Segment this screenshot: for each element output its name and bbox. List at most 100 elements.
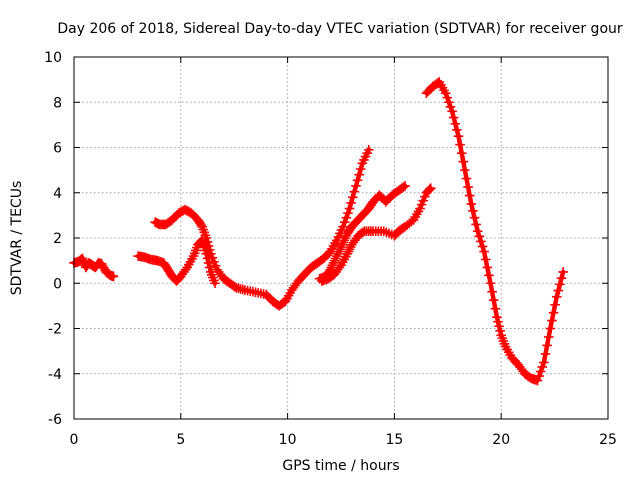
data-point (551, 292, 562, 302)
data-point (210, 260, 221, 271)
data-point (347, 192, 358, 203)
data-point (545, 323, 556, 334)
data-point (424, 184, 435, 195)
data-point (556, 273, 567, 283)
y-axis-title: SDTVAR / TECUs (9, 181, 25, 296)
data-point (447, 106, 457, 117)
data-point (469, 212, 480, 223)
data-series (69, 77, 568, 386)
series-line (152, 147, 372, 309)
data-point (346, 198, 356, 208)
data-point (555, 279, 565, 290)
data-point (358, 227, 368, 238)
data-point (338, 221, 348, 232)
data-point (400, 181, 410, 191)
y-tick-label: 8 (53, 95, 62, 111)
data-point (543, 332, 554, 342)
y-tick-label: -6 (48, 412, 62, 428)
data-point (558, 267, 568, 277)
data-point (463, 182, 473, 192)
data-point (484, 270, 494, 281)
data-point (466, 199, 477, 209)
x-tick-label: 20 (492, 432, 510, 448)
y-tick-label: 4 (53, 186, 62, 202)
data-point (540, 349, 551, 359)
data-point (209, 256, 219, 267)
series-line (424, 79, 566, 383)
data-point (344, 203, 355, 214)
data-point (355, 164, 366, 174)
data-point (479, 246, 489, 257)
data-point (455, 139, 465, 150)
data-point (492, 312, 502, 322)
data-point (351, 181, 361, 191)
data-point (339, 217, 350, 227)
data-point (461, 173, 472, 184)
data-point (493, 316, 503, 327)
data-point (343, 208, 353, 218)
x-tick-label: 25 (599, 432, 617, 448)
data-point (108, 271, 119, 282)
data-point (425, 183, 436, 194)
data-point (464, 190, 475, 201)
data-point (547, 315, 557, 326)
data-point (471, 219, 481, 230)
axis-ticks: 0 5 10 15 20 25 -6 -4 -2 0 2 4 6 8 10 (44, 50, 617, 448)
data-point (490, 303, 501, 314)
data-point (452, 125, 462, 135)
data-point (472, 226, 483, 237)
data-point (203, 258, 214, 268)
data-point (480, 254, 491, 265)
data-point (539, 357, 549, 368)
data-point (210, 278, 220, 289)
data-point (495, 325, 505, 336)
data-point (548, 307, 559, 318)
data-point (202, 237, 213, 247)
data-point (553, 285, 564, 296)
data-point (201, 233, 212, 243)
data-point (204, 245, 215, 255)
data-point (542, 340, 552, 351)
data-point (534, 371, 544, 381)
data-point (442, 92, 453, 103)
data-point (416, 199, 427, 210)
data-point (205, 249, 216, 259)
data-point (444, 97, 454, 108)
data-point (482, 262, 493, 273)
data-point (354, 169, 364, 180)
data-point (468, 206, 478, 216)
chart-title: Day 206 of 2018, Sidereal Day-to-day VTE… (57, 21, 623, 37)
data-point (448, 112, 459, 123)
x-tick-label: 0 (70, 432, 79, 448)
data-point (341, 212, 352, 223)
data-point (550, 299, 560, 310)
data-point (420, 191, 430, 202)
data-point (450, 118, 461, 129)
series-arc-3 (150, 144, 374, 311)
data-point (418, 195, 429, 206)
data-point (458, 156, 469, 167)
data-point (537, 362, 548, 372)
data-point (476, 236, 486, 247)
data-point (474, 231, 485, 242)
data-point (349, 186, 360, 197)
data-point (415, 203, 425, 214)
data-point (445, 101, 456, 112)
data-point (398, 182, 409, 192)
data-point (535, 366, 546, 377)
y-tick-label: 10 (44, 50, 62, 66)
x-axis-title: GPS time / hours (282, 458, 399, 474)
y-tick-label: 0 (53, 276, 62, 292)
y-tick-label: 2 (53, 231, 62, 247)
y-tick-label: 6 (53, 141, 62, 157)
data-point (204, 262, 215, 273)
data-point (485, 278, 496, 289)
data-point (453, 131, 464, 141)
data-point (352, 175, 363, 186)
y-tick-label: -2 (48, 322, 62, 338)
data-point (229, 281, 240, 292)
data-point (203, 241, 214, 251)
y-tick-label: -4 (48, 367, 62, 383)
series-arc-1 (69, 253, 119, 282)
